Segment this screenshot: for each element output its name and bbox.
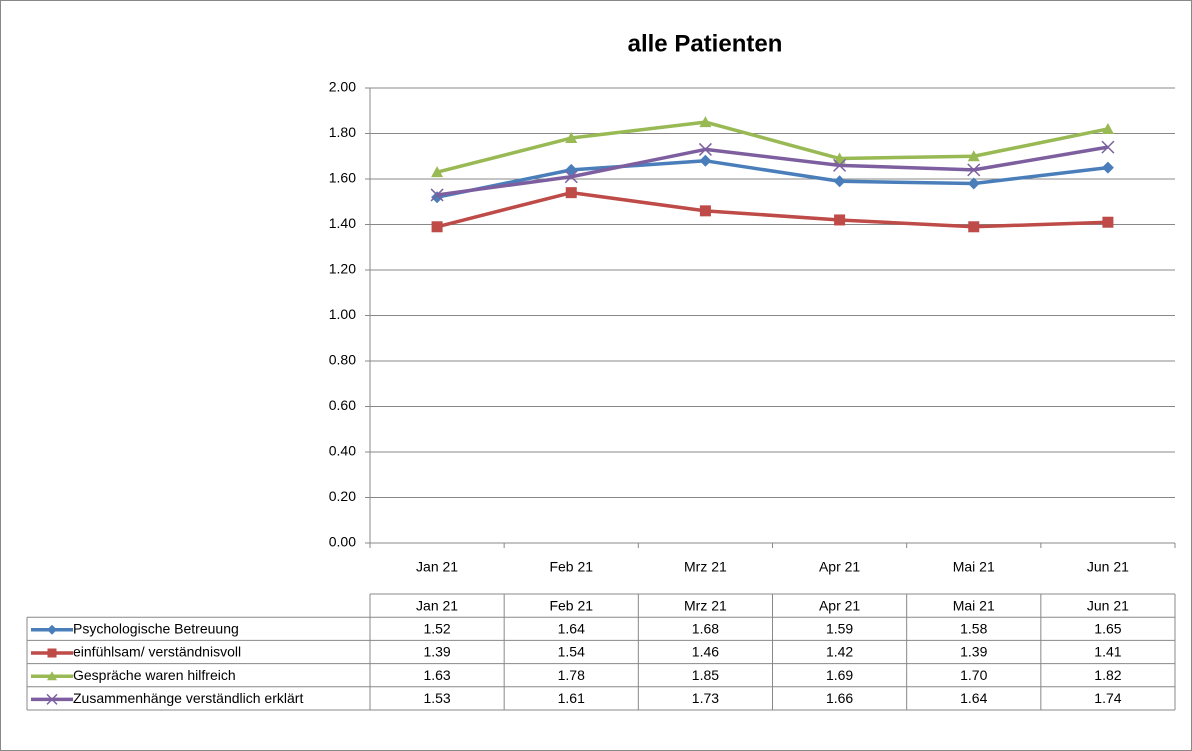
table-cell: 1.65 [1094,621,1121,637]
marker [46,693,58,705]
x-tick-label: Jan 21 [416,559,458,575]
x-tick-label: Feb 21 [549,559,593,575]
marker [430,188,444,202]
table-header: Mrz 21 [684,597,727,613]
table-header: Jun 21 [1087,597,1129,613]
table-cell: 1.63 [423,667,450,683]
y-tick-label: 1.00 [329,306,356,322]
y-tick-label: 0.80 [329,352,356,368]
table-cell: 1.54 [558,644,585,660]
table-cell: 1.74 [1094,690,1121,706]
y-tick-label: 1.60 [329,170,356,186]
table-cell: 1.58 [960,621,987,637]
legend-label: Zusammenhänge verständlich erklärt [73,690,303,706]
marker [833,158,847,172]
chart-title: alle Patienten [628,30,783,57]
table-cell: 1.53 [423,690,450,706]
y-tick-label: 0.00 [329,534,356,550]
legend-label: einfühlsam/ verständnisvoll [73,644,241,660]
y-tick-label: 0.60 [329,397,356,413]
table-cell: 1.46 [692,644,719,660]
table-cell: 1.61 [558,690,585,706]
table-cell: 1.73 [692,690,719,706]
table-cell: 1.70 [960,667,987,683]
legend-label: Psychologische Betreuung [73,621,239,637]
table-cell: 1.66 [826,690,853,706]
marker [1102,216,1114,228]
x-tick-label: Mrz 21 [684,559,727,575]
table-header: Jan 21 [416,597,458,613]
table-cell: 1.39 [960,644,987,660]
marker [1101,161,1114,174]
marker [967,177,980,190]
table-header: Apr 21 [819,597,860,613]
series-line [436,120,1109,174]
y-tick-label: 1.80 [329,124,356,140]
marker [833,152,846,164]
marker [1101,122,1114,134]
marker [47,671,57,681]
series-line [436,159,1109,199]
x-tick-label: Jun 21 [1087,559,1129,575]
table-cell: 1.69 [826,667,853,683]
y-tick-label: 0.20 [329,488,356,504]
y-tick-label: 1.40 [329,215,356,231]
marker [47,648,57,658]
marker [834,214,846,226]
marker [565,132,578,144]
marker [564,170,578,184]
table-cell: 1.85 [692,667,719,683]
y-tick-label: 2.00 [329,79,356,95]
marker [699,154,712,167]
marker [431,166,444,178]
table-cell: 1.64 [960,690,987,706]
x-tick-label: Mai 21 [953,559,995,575]
series-line [436,190,1108,229]
table-header: Mai 21 [953,597,995,613]
marker [1101,140,1115,154]
marker [699,116,712,128]
marker [565,187,577,199]
marker [47,624,57,635]
marker [431,221,443,233]
table-header: Feb 21 [549,597,593,613]
table-cell: 1.52 [423,621,450,637]
table-cell: 1.64 [558,621,585,637]
marker [968,221,980,233]
marker [698,142,712,156]
table-cell: 1.39 [423,644,450,660]
y-tick-label: 0.40 [329,443,356,459]
marker [699,205,711,217]
x-tick-label: Apr 21 [819,559,860,575]
series-line [436,145,1109,197]
table-cell: 1.42 [826,644,853,660]
y-tick-label: 1.20 [329,261,356,277]
legend-label: Gespräche waren hilfreich [73,667,236,683]
table-cell: 1.82 [1094,667,1121,683]
table-cell: 1.41 [1094,644,1121,660]
table-cell: 1.59 [826,621,853,637]
marker [967,163,981,177]
table-cell: 1.78 [558,667,585,683]
marker [833,175,846,188]
marker [967,150,980,162]
table-cell: 1.68 [692,621,719,637]
